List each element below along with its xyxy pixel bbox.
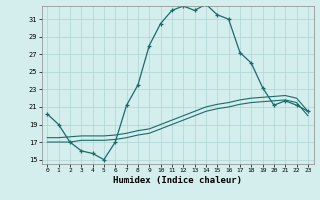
X-axis label: Humidex (Indice chaleur): Humidex (Indice chaleur) [113, 176, 242, 185]
